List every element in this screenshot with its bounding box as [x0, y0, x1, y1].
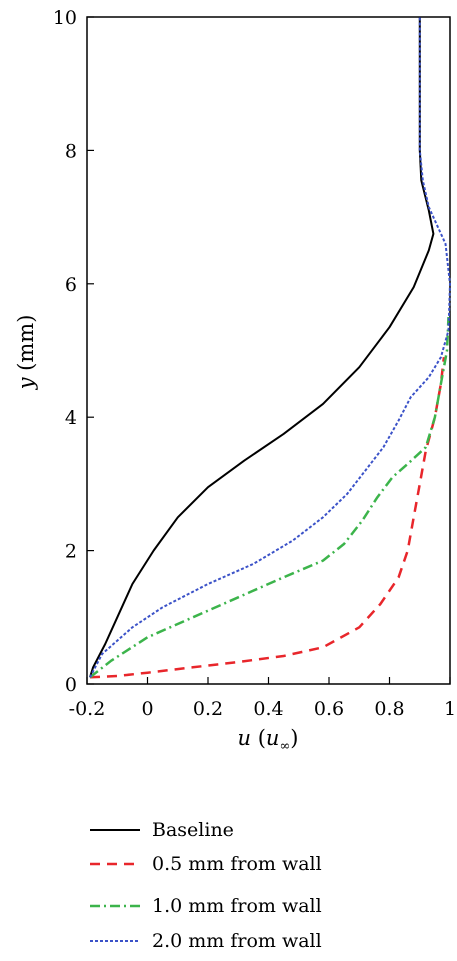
x-tick-label: 1	[444, 698, 456, 720]
y-tick-label: 10	[53, 7, 77, 29]
x-tick-label: 0.6	[314, 698, 344, 720]
legend-item-0-5mm: 0.5 mm from wall	[90, 853, 322, 875]
legend-label-1-0mm: 1.0 mm from wall	[152, 895, 322, 917]
y-tick-label: 4	[65, 407, 77, 429]
series-line-3	[89, 17, 451, 678]
legend: Baseline 0.5 mm from wall 1.0 mm from wa…	[90, 819, 322, 952]
x-tick-label: 0	[141, 698, 153, 720]
legend-label-2-0mm: 2.0 mm from wall	[152, 930, 322, 952]
series-line-2	[89, 317, 450, 679]
legend-item-1-0mm: 1.0 mm from wall	[90, 895, 322, 917]
legend-item-2-0mm: 2.0 mm from wall	[90, 930, 322, 952]
x-axis-title: u (u∞)	[238, 726, 299, 754]
y-tick-label: 8	[65, 140, 77, 162]
x-tick-label: 0.4	[253, 698, 283, 720]
y-tick-label: 6	[65, 274, 77, 296]
series-line-0	[89, 17, 435, 678]
y-tick-label: 0	[65, 674, 77, 696]
series-lines	[89, 17, 451, 679]
legend-item-baseline: Baseline	[90, 819, 234, 841]
x-tick-label: -0.2	[69, 698, 106, 720]
series-line-1	[89, 357, 446, 679]
legend-label-baseline: Baseline	[152, 819, 234, 841]
y-tick-label: 2	[65, 541, 77, 563]
x-tick-label: 0.2	[193, 698, 223, 720]
legend-label-0-5mm: 0.5 mm from wall	[152, 853, 322, 875]
y-axis-title: y (mm)	[14, 315, 38, 391]
x-tick-label: 0.8	[374, 698, 404, 720]
